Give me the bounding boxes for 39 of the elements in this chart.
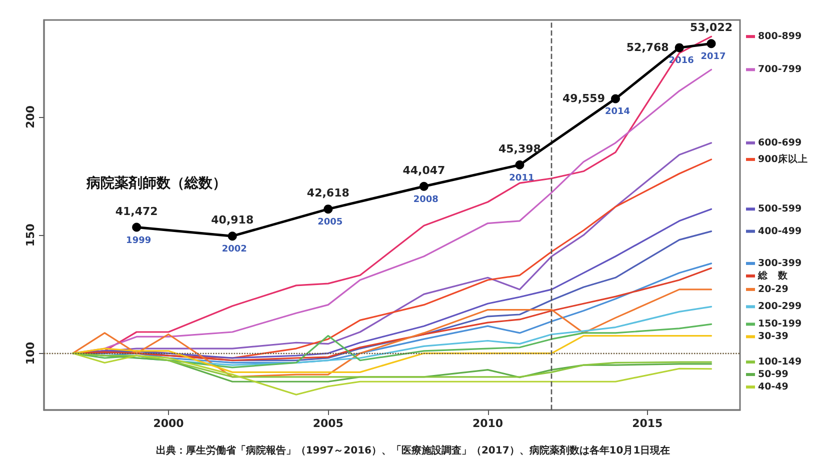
legend-label: 600-699 xyxy=(758,137,802,148)
data-label: 53,022 xyxy=(690,21,732,34)
legend-label: 100-149 xyxy=(758,356,802,368)
legend-label: 700-799 xyxy=(758,64,802,76)
legend-label: 30-39 xyxy=(758,331,788,342)
legend-label: 総 数 xyxy=(757,269,789,282)
y-tick-label: 100 xyxy=(24,341,37,365)
y-tick-label: 200 xyxy=(24,105,37,128)
x-tick-label: 2000 xyxy=(153,417,184,430)
x-tick-label: 2005 xyxy=(312,417,344,430)
legend-label: 40-49 xyxy=(758,382,788,393)
data-label: 52,768 xyxy=(626,41,669,54)
x-tick-label: 2010 xyxy=(472,417,504,430)
legend-label: 200-299 xyxy=(758,301,802,312)
y-tick-label: 150 xyxy=(24,223,37,247)
legend-label: 150-199 xyxy=(758,318,802,330)
legend-label: 50-99 xyxy=(758,369,788,380)
legend-label: 300-399 xyxy=(758,258,802,269)
annotation: 2008 xyxy=(413,194,438,205)
data-label: 44,047 xyxy=(402,164,446,177)
annotation: 2005 xyxy=(318,218,343,228)
text: 病院薬剤師数（総数） xyxy=(86,174,227,192)
annotation: 2014 xyxy=(604,107,630,118)
legend-label: 500-599 xyxy=(758,204,802,215)
legend-label: 800-899 xyxy=(758,31,802,42)
data-label: 41,472 xyxy=(115,204,158,218)
legend-label: 400-499 xyxy=(758,226,802,237)
annotation: 2011 xyxy=(509,173,534,184)
x-tick-label: 2015 xyxy=(632,417,663,430)
data-label: 49,559 xyxy=(562,92,605,106)
annotation: 1999 xyxy=(126,236,152,246)
legend-label: 900床以上 xyxy=(758,152,808,165)
source-note: 出典：厚生労働省「病院報告」（1997～2016）、「医療施設調査」（2017）、病院薬剤数は各年10月1日現在 xyxy=(156,444,670,456)
legend-label: 20-29 xyxy=(758,284,788,295)
annotation: 2017 xyxy=(700,52,726,62)
data-label: 45,398 xyxy=(498,142,541,156)
data-label: 40,918 xyxy=(211,214,254,227)
data-label: 42,618 xyxy=(306,186,350,200)
annotation: 2002 xyxy=(222,244,247,255)
